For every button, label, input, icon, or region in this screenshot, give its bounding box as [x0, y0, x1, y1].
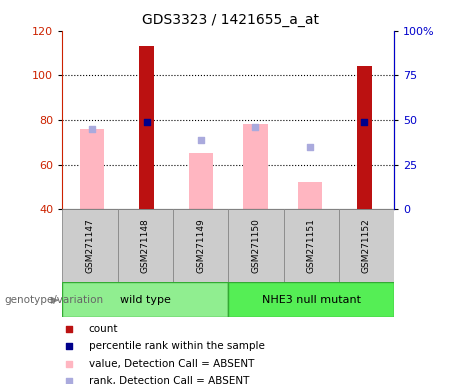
Bar [297, 182, 322, 209]
Text: value, Detection Call = ABSENT: value, Detection Call = ABSENT [89, 359, 254, 369]
Bar [243, 124, 268, 209]
Text: GSM271147: GSM271147 [85, 218, 95, 273]
Bar [118, 209, 173, 282]
Text: percentile rank within the sample: percentile rank within the sample [89, 341, 265, 351]
Text: count: count [89, 324, 118, 334]
Bar [173, 209, 228, 282]
Point [306, 144, 313, 150]
Text: GDS3323 / 1421655_a_at: GDS3323 / 1421655_a_at [142, 13, 319, 27]
Bar [339, 209, 394, 282]
Text: GSM271149: GSM271149 [196, 218, 205, 273]
Point [197, 137, 205, 143]
Point [285, 323, 292, 329]
Bar [80, 129, 104, 209]
Text: GSM271150: GSM271150 [251, 218, 260, 273]
Point [285, 164, 292, 170]
Point [252, 124, 259, 130]
Point [89, 126, 96, 132]
Text: GSM271152: GSM271152 [362, 218, 371, 273]
Text: GSM271151: GSM271151 [307, 218, 316, 273]
Text: genotype/variation: genotype/variation [5, 295, 104, 305]
Point [361, 119, 368, 125]
Text: NHE3 null mutant: NHE3 null mutant [262, 295, 361, 305]
Text: GSM271148: GSM271148 [141, 218, 150, 273]
Bar [139, 46, 154, 209]
Point [143, 119, 150, 125]
Bar [228, 282, 394, 317]
Bar [189, 154, 213, 209]
Text: rank, Detection Call = ABSENT: rank, Detection Call = ABSENT [89, 376, 249, 384]
Bar [284, 209, 339, 282]
Bar [62, 282, 228, 317]
Bar [357, 66, 372, 209]
Bar [62, 209, 118, 282]
Text: wild type: wild type [120, 295, 171, 305]
Bar [228, 209, 284, 282]
Point [285, 5, 292, 12]
